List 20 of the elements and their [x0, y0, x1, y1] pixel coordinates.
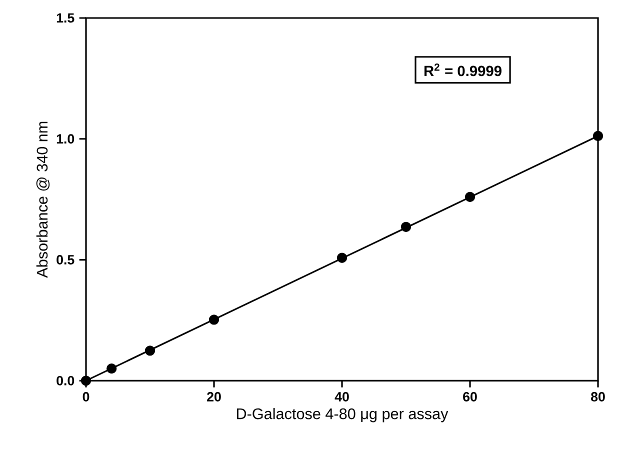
x-axis-title: D-Galactose 4-80 μg per assay — [236, 408, 448, 422]
point — [592, 130, 604, 142]
y-axis-title: Absorbance @ 340 nm — [36, 122, 50, 278]
x-tick-label: 60 — [463, 392, 477, 402]
y-tick-label: 1.5 — [56, 13, 74, 23]
point — [106, 364, 117, 374]
x-tick-label: 20 — [207, 392, 221, 402]
y-tick-label: 0.0 — [56, 376, 74, 386]
point — [208, 314, 220, 325]
point — [400, 222, 412, 232]
point — [80, 376, 92, 386]
y-tick-label: 1.0 — [56, 134, 74, 144]
x-tick-label: 0 — [82, 392, 90, 402]
point — [464, 192, 476, 202]
x-tick-label: 40 — [334, 392, 349, 402]
annotation: R$^{2}$ = 0.9999 — [424, 64, 502, 76]
y-tick-label: 0.5 — [56, 255, 74, 264]
point — [336, 252, 348, 263]
point — [144, 346, 156, 356]
x-tick-label: 80 — [591, 392, 605, 402]
